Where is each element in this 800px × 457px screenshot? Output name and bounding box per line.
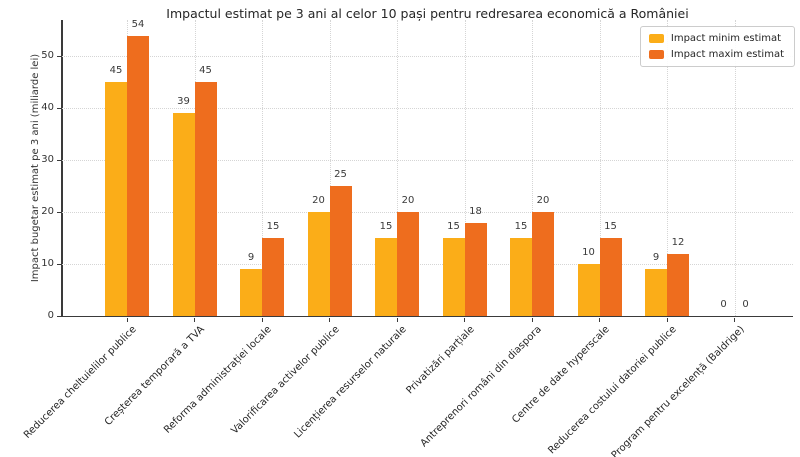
bar-value-label: 20 [401,195,415,207]
bar-min [577,264,600,316]
y-tick-label: 20 [41,206,54,218]
v-gridline [532,20,533,316]
x-axis-label: Licențierea resurselor naturale [292,324,409,441]
y-tick-label: 50 [41,50,54,62]
y-tick-label: 0 [47,310,54,321]
y-tick-mark [57,263,61,265]
bar-min [105,82,127,316]
h-gridline [62,56,793,58]
bar-value-label: 45 [199,65,212,77]
plot-area: 0 10 20 30 40 50 45 54 Reducerea cheltuielilor p… [22,18,793,457]
bar-value-label: 9 [652,252,660,264]
x-axis-label: Reforma administrației locale [162,324,274,436]
x-tick-mark [396,318,398,322]
bar-min [172,113,195,316]
bar-max [532,212,554,316]
x-tick-mark [531,318,533,322]
v-gridline [599,20,601,316]
x-axis-label: Valorificarea activelor publice [228,324,342,437]
bar-min [645,269,667,316]
v-gridline [734,20,736,316]
legend-swatch-max-icon [648,50,664,59]
bar-min [307,212,330,316]
bar-max [194,82,217,316]
bar-value-label: 20 [312,195,325,207]
x-axis-label: Privatizări parțiale [403,324,477,397]
x-axis-label: Program pentru excelență (Baldrige) [609,324,747,457]
legend-item-min: Impact minim estimat [648,33,784,44]
v-gridline [667,20,668,316]
bar-value-label: 12 [671,236,685,248]
bar-min [510,238,532,316]
x-tick-mark [599,318,601,322]
bar-value-label: 10 [582,247,595,259]
bar-max [599,238,622,316]
bar-value-label: 25 [334,169,347,181]
bar-min [240,269,262,316]
x-axis-label: Reducerea costului datoriei publice [546,324,679,457]
bar-value-label: 39 [177,96,190,108]
bar-value-label: 0 [720,299,727,310]
v-gridline [397,20,398,316]
h-gridline [62,160,793,162]
y-tick-mark [57,55,61,58]
x-axis-spine [61,315,793,317]
bar-value-label: 54 [131,18,145,30]
bar-value-label: 15 [447,221,460,233]
y-tick-label: 30 [41,154,54,166]
bar-min [375,238,397,316]
y-axis-label: Impact bugetar estimat pe 3 ani (miliard… [30,53,41,283]
bar-max [397,212,419,316]
bar-max [262,238,284,316]
bar-value-label: 15 [604,221,617,233]
v-gridline [262,20,263,316]
bar-min [442,238,465,316]
y-axis-spine [61,20,63,317]
x-tick-mark [464,318,466,322]
v-gridline [329,20,331,316]
y-tick-mark [57,211,61,213]
y-tick-mark [57,107,61,109]
y-tick-mark [57,159,61,161]
x-tick-mark [734,318,736,322]
bar-max [464,222,487,316]
v-gridline [464,20,466,316]
h-gridline [62,264,793,266]
bar-value-label: 15 [514,221,528,233]
x-tick-mark [261,318,263,322]
x-axis-label: Antreprenori români din diaspora [418,324,544,450]
bar-value-label: 45 [109,65,123,77]
legend-swatch-min-icon [648,34,664,43]
legend-label-min: Impact minim estimat [670,33,782,44]
bar-max [127,35,149,316]
legend-label-max: Impact maxim estimat [670,49,784,60]
y-tick-label: 40 [41,102,54,114]
legend-item-max: Impact maxim estimat [648,49,784,60]
bar-value-label: 0 [742,299,749,310]
bar-value-label: 15 [266,221,280,233]
bar-max [667,253,689,316]
x-tick-mark [329,318,331,322]
x-axis-label: Reducerea cheltuielilor publice [21,324,139,441]
h-gridline [62,108,793,110]
bar-value-label: 15 [379,221,393,233]
x-tick-mark [666,318,668,322]
x-tick-mark [126,318,128,322]
bar-value-label: 20 [536,195,550,207]
bar-value-label: 9 [247,252,255,264]
y-tick-mark [57,315,61,317]
x-tick-mark [194,318,196,322]
h-gridline [62,212,793,214]
legend: Impact minim estimat Impact maxim estima… [639,26,795,67]
chart-title: Impactul estimat pe 3 ani al celor 10 pa… [166,6,689,21]
bar-max [329,186,352,316]
y-tick-label: 10 [41,258,54,270]
bar-value-label: 18 [469,205,482,217]
